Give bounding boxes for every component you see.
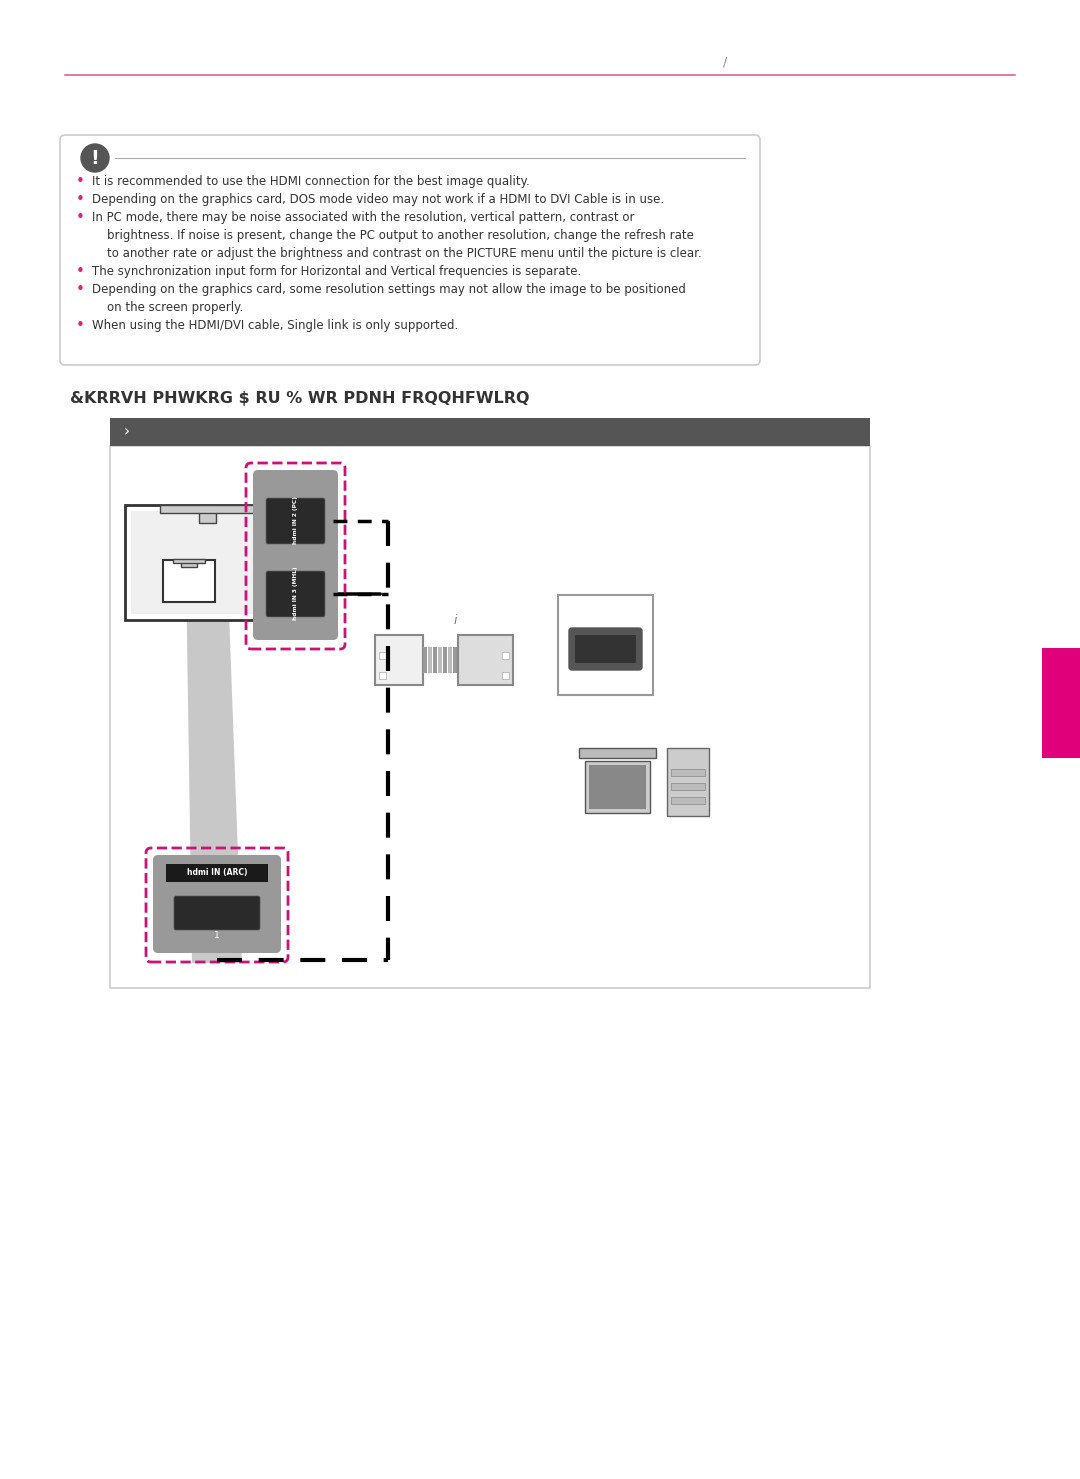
Bar [379,652,386,660]
Bar [671,797,705,805]
Bar [585,762,650,813]
FancyBboxPatch shape [266,571,325,617]
Circle shape [81,143,109,172]
Text: &KRRVH PHWKRG $ RU % WR PDNH FRQQHFWLRQ: &KRRVH PHWKRG $ RU % WR PDNH FRQQHFWLRQ [70,390,529,405]
Text: It is recommended to use the HDMI connection for the best image quality.: It is recommended to use the HDMI connec… [92,176,530,188]
FancyBboxPatch shape [266,498,325,544]
Text: i: i [454,614,457,627]
Bar [579,748,656,759]
Text: to another rate or adjust the brightness and contrast on the PICTURE menu until : to another rate or adjust the brightness… [92,247,702,260]
Bar [131,512,284,614]
Bar [166,864,268,881]
Text: •: • [76,265,84,280]
Bar [502,652,509,660]
Bar [110,419,870,447]
Text: hdmi IN (ARC): hdmi IN (ARC) [187,868,247,877]
Bar [502,671,509,679]
Text: When using the HDMI/DVI cable, Single link is only supported.: When using the HDMI/DVI cable, Single li… [92,319,458,333]
Bar [163,561,215,602]
Text: on the screen properly.: on the screen properly. [92,302,243,315]
Text: The synchronization input form for Horizontal and Vertical frequencies is separa: The synchronization input form for Horiz… [92,266,581,278]
Bar [458,634,513,685]
Text: •: • [76,210,84,225]
Text: •: • [76,282,84,297]
FancyBboxPatch shape [174,896,260,930]
Polygon shape [291,529,335,609]
Bar [433,646,437,673]
Text: 1: 1 [214,932,220,941]
Bar [443,646,447,673]
Bar [448,646,453,673]
FancyBboxPatch shape [253,470,338,640]
Text: •: • [76,318,84,333]
Bar [671,782,705,790]
Bar [173,559,205,563]
Text: !: ! [91,148,99,167]
Bar [199,504,216,524]
Bar [428,646,432,673]
Bar [1042,648,1080,759]
Bar [160,504,255,513]
Text: •: • [76,175,84,189]
FancyBboxPatch shape [60,135,760,365]
Bar [671,769,705,776]
Text: hdmi IN 3 (MHL): hdmi IN 3 (MHL) [293,566,298,620]
Bar [110,447,870,988]
Text: Depending on the graphics card, some resolution settings may not allow the image: Depending on the graphics card, some res… [92,284,686,296]
Text: In PC mode, there may be noise associated with the resolution, vertical pattern,: In PC mode, there may be noise associate… [92,211,635,225]
Bar [589,765,646,809]
Bar [453,646,457,673]
Bar [125,504,291,620]
Text: /: / [723,56,727,68]
FancyBboxPatch shape [153,855,281,952]
Bar [667,748,708,816]
Text: hdmi IN 2 (PC): hdmi IN 2 (PC) [293,495,298,544]
Text: •: • [76,192,84,207]
FancyBboxPatch shape [575,634,636,663]
Polygon shape [185,504,242,963]
Bar [423,646,427,673]
Text: Depending on the graphics card, DOS mode video may not work if a HDMI to DVI Cab: Depending on the graphics card, DOS mode… [92,194,664,207]
Bar [181,561,197,566]
Text: brightness. If noise is present, change the PC output to another resolution, cha: brightness. If noise is present, change … [92,229,693,243]
Bar [558,595,653,695]
FancyBboxPatch shape [569,629,642,670]
Bar [438,646,442,673]
Bar [375,634,423,685]
Bar [379,671,386,679]
Text: ›: › [124,424,130,439]
